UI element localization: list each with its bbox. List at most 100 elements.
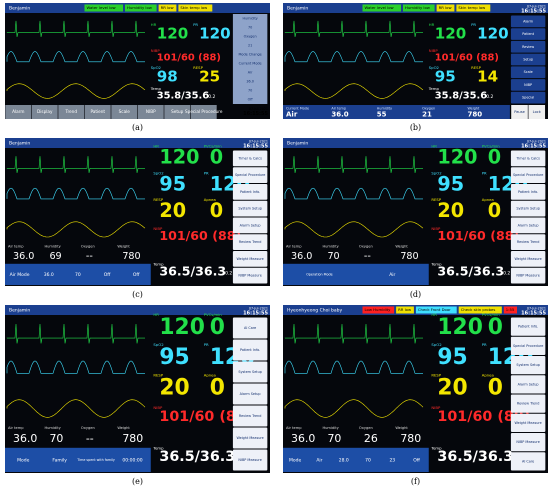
- side-button[interactable]: [510, 66, 546, 79]
- side-text: Review Trend: [517, 240, 539, 244]
- menu-button[interactable]: [137, 105, 164, 119]
- bottom-value: 70: [327, 432, 341, 445]
- bottom-value: 780: [400, 251, 418, 262]
- alarm-box: [456, 4, 491, 12]
- menu-button[interactable]: [58, 105, 85, 119]
- side-text: Off: [248, 98, 254, 102]
- alarm-box: [415, 306, 457, 314]
- vital-value: 20: [437, 199, 464, 222]
- side-button[interactable]: [232, 317, 268, 339]
- waveform: [284, 221, 424, 238]
- side-text: 21: [248, 44, 252, 48]
- side-button[interactable]: [510, 91, 546, 104]
- header-bar: [283, 138, 548, 148]
- vital-value: 35.8/35.6: [435, 91, 487, 102]
- vital-value: 95: [437, 345, 467, 370]
- side-button[interactable]: [510, 356, 546, 375]
- side-button[interactable]: [510, 167, 546, 183]
- menu-button[interactable]: [111, 105, 138, 119]
- side-button[interactable]: [510, 433, 546, 452]
- waveform: [284, 83, 424, 99]
- side-text: 70: [248, 89, 252, 93]
- side-button[interactable]: [510, 15, 546, 28]
- header-bar: [283, 305, 548, 315]
- side-button[interactable]: [232, 339, 268, 361]
- side-button[interactable]: [232, 184, 268, 200]
- side-text: NIBP Measure: [238, 458, 261, 462]
- side-text: Weight Measure: [236, 257, 263, 261]
- vital-value: 0: [210, 375, 225, 400]
- side-button[interactable]: [232, 217, 268, 234]
- side-button[interactable]: [510, 184, 546, 200]
- menu-button[interactable]: [528, 105, 546, 119]
- vital-value: 14: [477, 68, 498, 86]
- menu-text: Pause: [514, 110, 525, 114]
- menu-text: Special Procedure: [185, 109, 223, 114]
- vital-label: Temp: [150, 86, 162, 91]
- side-button[interactable]: [232, 383, 268, 405]
- side-button[interactable]: [510, 79, 546, 91]
- waveform: [6, 83, 146, 99]
- side-button[interactable]: [510, 452, 546, 471]
- side-button[interactable]: [510, 317, 546, 336]
- clock-box: [218, 105, 270, 119]
- vital-label: RESP: [193, 65, 203, 70]
- date: 07-Jul-2021: [249, 107, 268, 111]
- side-button[interactable]: [510, 413, 546, 432]
- vital-label: PVCs/min: [482, 312, 501, 317]
- side-button[interactable]: [510, 251, 546, 267]
- alarm-text: RR low: [398, 307, 411, 312]
- side-button[interactable]: [232, 200, 268, 217]
- vital-label: Temp: [152, 261, 164, 266]
- side-button[interactable]: [232, 361, 268, 383]
- control-text: Operation Mode: [306, 272, 332, 276]
- caption: (a): [132, 123, 143, 132]
- side-text: Oxygen: [244, 35, 257, 39]
- side-text: Patient Info.: [240, 348, 260, 352]
- side-button[interactable]: [510, 217, 546, 234]
- side-button[interactable]: [232, 449, 268, 471]
- side-button[interactable]: [232, 427, 268, 449]
- side-button[interactable]: [232, 150, 268, 167]
- side-button[interactable]: [510, 394, 546, 413]
- monitor-screen: Benjamin Water level low Humidity low RR lo…: [283, 3, 548, 119]
- side-button[interactable]: [510, 375, 546, 394]
- side-button[interactable]: [510, 200, 546, 217]
- menu-button[interactable]: [511, 105, 528, 119]
- menu-button[interactable]: [31, 105, 58, 119]
- alarm-box: [396, 306, 414, 314]
- side-button[interactable]: [510, 53, 546, 66]
- side-button[interactable]: [510, 40, 546, 53]
- side-text: Alarm Setup: [518, 223, 539, 227]
- side-button[interactable]: [232, 405, 268, 427]
- side-button[interactable]: [232, 267, 268, 284]
- vital-value: 20: [159, 375, 189, 400]
- vital-label: PR: [471, 22, 476, 27]
- menu-button[interactable]: [84, 105, 111, 119]
- side-button[interactable]: [510, 28, 546, 40]
- side-button[interactable]: [232, 234, 268, 250]
- control-text: Air: [389, 272, 395, 278]
- screen-background: [5, 3, 270, 119]
- header-bar: [5, 138, 270, 148]
- bottom-label: Weight: [117, 426, 130, 430]
- side-button[interactable]: [232, 167, 268, 183]
- screen-background: [283, 305, 548, 473]
- control-text: 23: [389, 457, 395, 463]
- waveform: [6, 360, 145, 374]
- side-button[interactable]: [232, 251, 268, 267]
- menu-text: Scale: [119, 109, 131, 114]
- control-text: Mode: [17, 457, 29, 463]
- menu-button[interactable]: [164, 105, 191, 119]
- side-button[interactable]: [510, 267, 546, 284]
- side-button[interactable]: [510, 234, 546, 250]
- caption: (d): [410, 290, 421, 299]
- side-button[interactable]: [510, 150, 546, 167]
- time: 16:15:55: [521, 311, 546, 317]
- vital-label: PR: [204, 170, 209, 175]
- side-text: Review Trend: [239, 414, 261, 418]
- menu-button[interactable]: [5, 105, 32, 119]
- vital-label: HR: [151, 22, 157, 27]
- side-button[interactable]: [510, 336, 546, 355]
- menu-button[interactable]: [190, 105, 217, 119]
